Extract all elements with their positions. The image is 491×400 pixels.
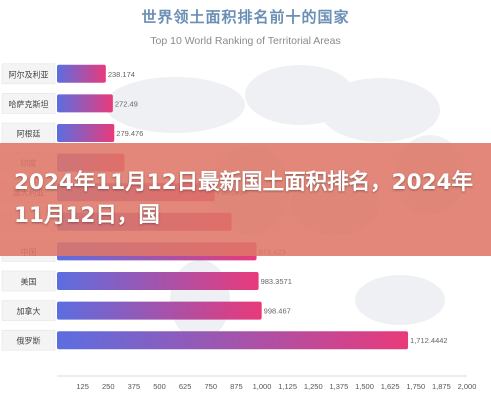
x-tick-label: 1,250	[304, 382, 323, 391]
x-tick-label: 2,000	[458, 382, 477, 391]
chart-subtitle: Top 10 World Ranking of Territorial Area…	[150, 35, 341, 47]
category-cell	[1, 63, 56, 85]
x-tick-label: 1,375	[329, 382, 348, 391]
x-tick-label: 875	[230, 382, 243, 391]
data-label: 1,712.4442	[410, 336, 448, 345]
map-landmass-shape	[355, 275, 445, 325]
category-label: 阿根廷	[17, 129, 41, 139]
data-label: 272.49	[115, 99, 138, 108]
x-tick-label: 1,500	[355, 382, 374, 391]
data-label: 279.476	[116, 129, 143, 138]
category-label: 美国	[21, 277, 37, 287]
category-label: 阿尔及利亚	[9, 69, 49, 79]
x-tick-label: 1,125	[278, 382, 297, 391]
headline-banner	[0, 143, 491, 256]
category-label: 哈萨克斯坦	[9, 99, 49, 109]
x-tick-label: 1,875	[432, 382, 451, 391]
map-landmass-shape	[320, 78, 440, 142]
x-tick-label: 250	[102, 382, 115, 391]
x-tick-label: 125	[76, 382, 89, 391]
category-cell	[1, 93, 56, 114]
map-landmass-shape	[105, 77, 245, 133]
bar	[57, 301, 262, 320]
category-label: 俄罗斯	[17, 336, 41, 346]
data-label: 983.3571	[261, 277, 292, 286]
headline-text: 2024年11月12日最新国土面积排名，2024年11月12日，国	[14, 170, 474, 228]
x-tick-label: 500	[153, 382, 166, 391]
category-cell	[1, 270, 56, 292]
x-tick-label: 375	[128, 382, 141, 391]
chart-title: 世界领土面积排名前十的国家	[141, 8, 350, 26]
x-tick-label: 750	[204, 382, 217, 391]
data-label: 998.467	[264, 307, 291, 316]
x-tick-label: 1,000	[253, 382, 272, 391]
bar	[57, 124, 115, 142]
bar	[57, 331, 409, 350]
x-axis: 125 250 375 500 625 750 875 1,000 1,125 1,250 1,37…	[57, 375, 477, 391]
data-label: 238.174	[108, 70, 135, 79]
bar	[57, 94, 113, 113]
x-tick-label: 1,750	[406, 382, 425, 391]
bar	[57, 64, 106, 83]
x-tick-label: 625	[179, 382, 192, 391]
bar	[57, 272, 259, 290]
x-tick-label: 1,625	[381, 382, 400, 391]
category-cell	[1, 300, 56, 321]
category-label: 加拿大	[17, 306, 41, 316]
category-cell	[1, 329, 56, 351]
